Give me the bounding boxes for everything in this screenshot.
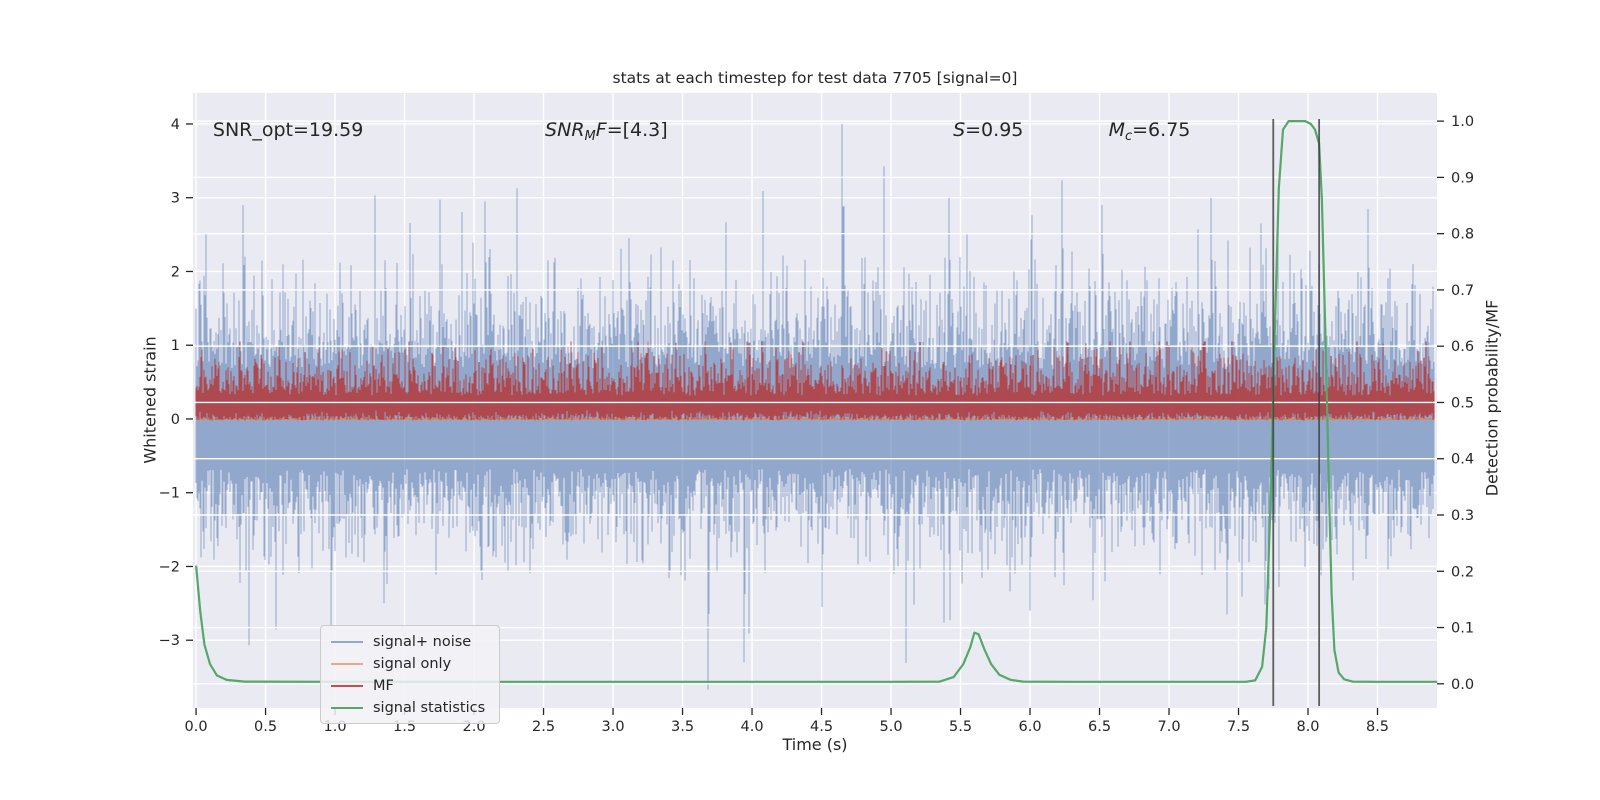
legend-line-swatch: [331, 640, 363, 643]
svg-text:0: 0: [171, 412, 180, 428]
svg-text:0.2: 0.2: [1451, 564, 1474, 580]
svg-text:4.0: 4.0: [741, 719, 764, 735]
legend-label: signal only: [373, 655, 452, 672]
annotation: S=0.95: [953, 119, 1023, 141]
svg-text:3.5: 3.5: [671, 719, 694, 735]
svg-text:8.5: 8.5: [1366, 719, 1389, 735]
svg-text:6.5: 6.5: [1088, 719, 1111, 735]
chart-title: stats at each timestep for test data 770…: [612, 69, 1018, 87]
svg-text:−1: −1: [159, 486, 180, 502]
svg-text:0.5: 0.5: [1451, 395, 1474, 411]
legend-item: signal+ noise: [331, 633, 485, 650]
svg-text:0.3: 0.3: [1451, 508, 1474, 524]
svg-text:0.8: 0.8: [1451, 227, 1474, 243]
svg-text:0.6: 0.6: [1451, 339, 1474, 355]
legend-item: signal statistics: [331, 699, 485, 716]
svg-text:5.5: 5.5: [949, 719, 972, 735]
svg-text:0.7: 0.7: [1451, 283, 1474, 299]
svg-text:0.1: 0.1: [1451, 621, 1474, 637]
svg-text:3: 3: [171, 191, 180, 207]
grid-right: [193, 120, 1437, 685]
legend: signal+ noise signal only MF signal statist…: [320, 625, 501, 724]
svg-text:0.0: 0.0: [1451, 677, 1474, 693]
svg-text:2: 2: [171, 264, 180, 280]
x-axis-label: Time (s): [782, 735, 848, 754]
legend-line-swatch: [331, 684, 363, 687]
y-axis-label-right: Detection probability/MF: [1482, 299, 1502, 497]
annotation: SNR_opt=19.59: [213, 119, 363, 141]
svg-text:3.0: 3.0: [602, 719, 625, 735]
svg-text:7.0: 7.0: [1157, 719, 1180, 735]
svg-text:−2: −2: [159, 559, 180, 575]
legend-line-swatch: [331, 706, 363, 709]
svg-text:0.9: 0.9: [1451, 170, 1474, 186]
svg-text:4.5: 4.5: [810, 719, 833, 735]
annotation: SNRMF=[4.3]: [545, 119, 668, 144]
svg-text:1.0: 1.0: [1451, 114, 1474, 130]
svg-text:0.5: 0.5: [254, 719, 277, 735]
svg-text:4: 4: [171, 117, 180, 133]
svg-text:6.0: 6.0: [1018, 719, 1041, 735]
svg-text:8.0: 8.0: [1296, 719, 1319, 735]
annotation: Mc=6.75: [1109, 119, 1191, 144]
legend-label: signal statistics: [373, 699, 486, 716]
svg-text:0.4: 0.4: [1451, 452, 1474, 468]
svg-text:0.0: 0.0: [185, 719, 208, 735]
svg-text:1: 1: [171, 338, 180, 354]
legend-item: MF: [331, 677, 485, 694]
legend-item: signal only: [331, 655, 485, 672]
svg-text:−3: −3: [159, 633, 180, 649]
svg-text:7.5: 7.5: [1227, 719, 1250, 735]
legend-label: MF: [373, 677, 394, 694]
y-axis-label-left: Whitened strain: [140, 336, 160, 464]
legend-label: signal+ noise: [373, 633, 472, 650]
legend-line-swatch: [331, 662, 363, 665]
svg-text:5.0: 5.0: [879, 719, 902, 735]
svg-text:2.5: 2.5: [532, 719, 555, 735]
